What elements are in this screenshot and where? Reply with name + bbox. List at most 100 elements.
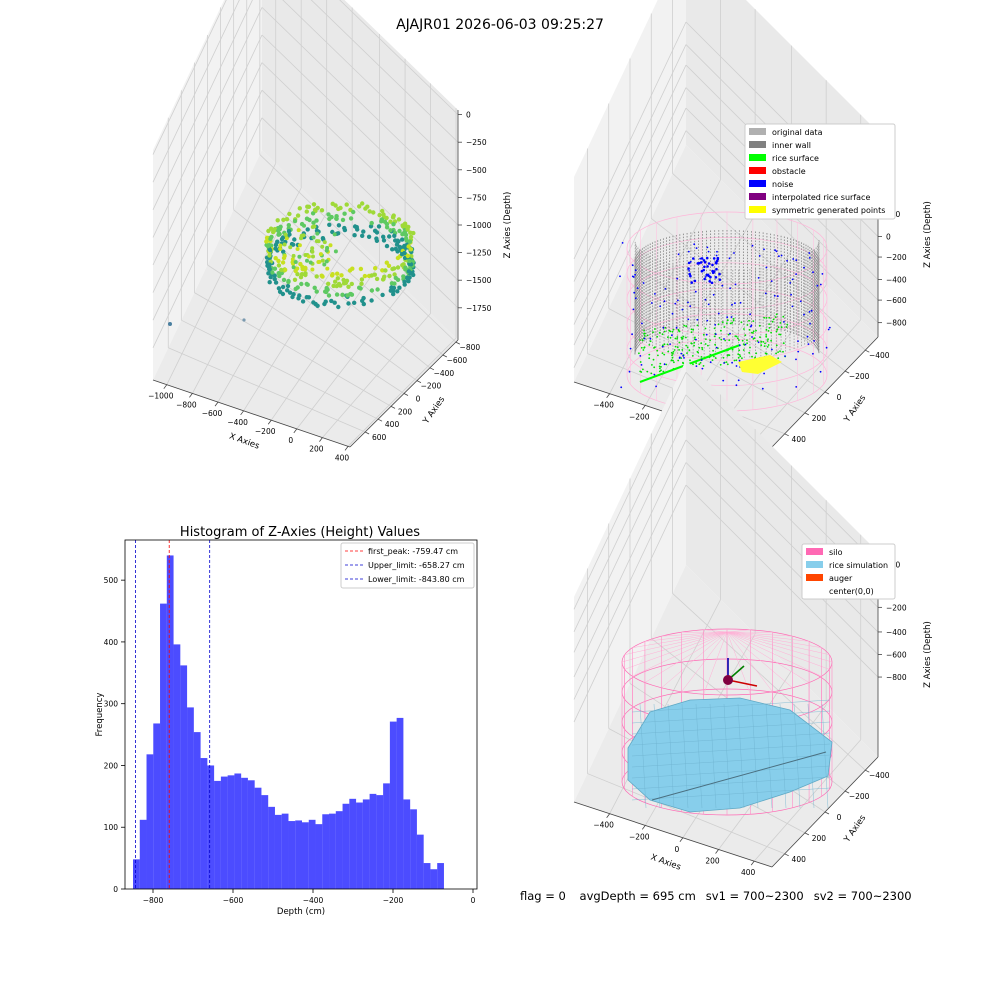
- p1-point: [397, 228, 402, 234]
- p2-rice-point: [682, 335, 685, 338]
- p1-grid-z: [152, 117, 263, 348]
- p1-point: [284, 236, 289, 241]
- p2-rice-point: [765, 334, 768, 336]
- p1-point: [314, 289, 319, 294]
- p2-noise-point: [797, 350, 800, 353]
- p1-point: [334, 292, 340, 297]
- p1-point: [312, 285, 317, 290]
- p1-point: [326, 293, 332, 298]
- p1-point: [329, 298, 334, 304]
- p2-rice-point: [714, 357, 717, 359]
- p1-point: [296, 296, 301, 301]
- p1-point: [283, 267, 288, 272]
- p1-point: [311, 235, 316, 240]
- p2-noise-point: [729, 332, 731, 335]
- p3-bar: [146, 754, 154, 889]
- p2-noise-point: [735, 384, 738, 387]
- p2-rice-point: [643, 329, 645, 332]
- p1-point: [361, 295, 366, 301]
- p2-noise-point: [763, 248, 765, 251]
- p2-legend-label: inner wall: [772, 141, 811, 150]
- p3-bar: [166, 555, 174, 889]
- p1-tick-y: [429, 367, 435, 371]
- p2-noise-point: [683, 357, 685, 359]
- p2-noise-point: [783, 321, 785, 323]
- p2-rice-point: [671, 354, 673, 357]
- p1-point: [372, 228, 378, 233]
- p4-silo-roof: [726, 629, 751, 633]
- p1-point: [387, 273, 392, 279]
- p2-noise-point: [816, 284, 819, 287]
- p2-noise-point: [712, 293, 715, 296]
- p2-rice-point: [738, 349, 741, 352]
- p1-point: [390, 247, 395, 252]
- p2-rice-point: [719, 363, 722, 366]
- p2-rice-point: [721, 321, 724, 324]
- p2-rice-point: [770, 339, 772, 342]
- p1-point: [304, 209, 309, 214]
- p2-rice-point: [681, 349, 684, 351]
- p2-rice-point: [698, 346, 701, 349]
- p1-point: [291, 292, 296, 297]
- p1-point: [306, 254, 311, 259]
- p3-bar: [173, 644, 181, 889]
- p2-rice-point: [752, 320, 755, 322]
- p4-silo-roof: [661, 631, 728, 637]
- p2-noise-point: [803, 313, 805, 316]
- p2-rice-point: [670, 359, 673, 362]
- panel-classify-3d: 3D classify of Silo Interior−400−2000200…: [573, 0, 933, 457]
- p1-grid-y: [207, 264, 405, 394]
- p2-rice-point: [741, 339, 744, 342]
- p2-rice-point: [692, 328, 695, 331]
- p4-rice-mesh: [639, 703, 647, 809]
- p2-rice-line: [639, 344, 741, 383]
- p1-point: [320, 258, 325, 263]
- p1-point: [386, 263, 392, 268]
- p1-tick-label-x: 0: [288, 436, 293, 445]
- p2-noise-point: [677, 299, 679, 302]
- p2-noise-point: [695, 365, 698, 367]
- p3-tick-label-y: 500: [104, 576, 119, 585]
- p2-tick-label-x: −200: [629, 412, 650, 421]
- p2-rice-point: [694, 336, 696, 339]
- p4-tick-x: [679, 837, 684, 842]
- p3-bar: [423, 863, 431, 889]
- p2-rice-point: [665, 363, 668, 366]
- p1-point: [336, 223, 342, 228]
- p2-noise-point: [631, 264, 634, 267]
- p2-rice-point: [682, 362, 685, 365]
- p2-rice-point: [767, 344, 770, 346]
- p2-noise-point: [776, 295, 779, 298]
- p1-point: [287, 211, 292, 217]
- p2-rice-point: [726, 319, 729, 322]
- p2-rice-point: [646, 334, 649, 337]
- p2-ylabel: Y Axies: [842, 393, 869, 425]
- p1-point: [369, 220, 374, 226]
- p2-grid-y: [629, 263, 826, 393]
- p1-point: [264, 239, 269, 244]
- p2-rice-point: [763, 345, 766, 347]
- p2-noise-point: [693, 243, 696, 246]
- p1-point: [357, 204, 362, 209]
- p1-point: [381, 234, 386, 239]
- p2-legend-swatch: [749, 128, 766, 135]
- p1-point: [348, 291, 354, 297]
- p1-point: [342, 211, 347, 216]
- p2-grid-z: [573, 21, 687, 260]
- p2-legend-swatch: [749, 180, 766, 187]
- p4-grid-z: [573, 462, 687, 700]
- p3-bar: [193, 732, 201, 889]
- p1-point: [352, 233, 357, 238]
- p2-tick-y: [784, 433, 789, 437]
- p1-point: [374, 236, 379, 241]
- p1-point: [297, 206, 302, 211]
- p2-tick-x: [641, 405, 646, 410]
- p4-legend-swatch: [806, 548, 823, 555]
- p3-bar: [268, 806, 275, 889]
- p1-point: [272, 266, 278, 271]
- p1-point: [342, 225, 347, 231]
- p4-silo-roof: [726, 631, 810, 642]
- p2-rice-point: [737, 353, 740, 355]
- p1-point: [288, 245, 293, 250]
- p3-bar: [302, 822, 309, 889]
